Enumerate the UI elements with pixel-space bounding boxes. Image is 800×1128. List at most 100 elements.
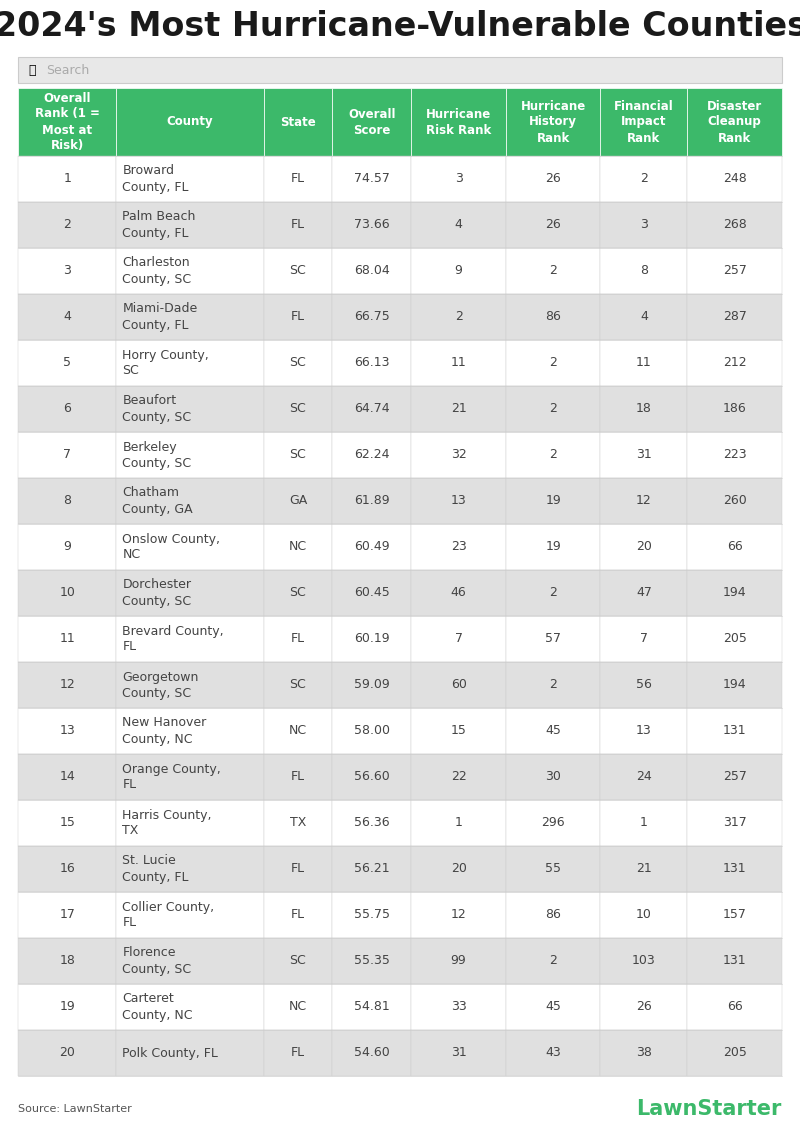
Text: 33: 33 (450, 1001, 466, 1013)
Text: 64.74: 64.74 (354, 403, 390, 415)
Bar (411, 248, 506, 294)
Bar (116, 616, 264, 662)
Text: 5: 5 (63, 356, 71, 370)
Bar (601, 432, 687, 478)
Text: 19: 19 (546, 540, 561, 554)
Text: 66.75: 66.75 (354, 310, 390, 324)
Text: 55: 55 (545, 863, 561, 875)
Bar (332, 846, 411, 892)
Text: 86: 86 (546, 908, 561, 922)
Bar (264, 616, 332, 662)
Text: 57: 57 (545, 633, 561, 645)
Bar (687, 1030, 782, 1076)
Text: 12: 12 (450, 908, 466, 922)
Bar (264, 708, 332, 754)
Bar (411, 984, 506, 1030)
Text: 2: 2 (550, 356, 557, 370)
Bar (264, 754, 332, 800)
Text: 15: 15 (450, 724, 466, 738)
Bar (18, 478, 116, 525)
Bar (506, 938, 601, 984)
Bar (332, 525, 411, 570)
Bar (332, 570, 411, 616)
Bar (116, 984, 264, 1030)
Text: 45: 45 (546, 1001, 561, 1013)
Bar (264, 892, 332, 938)
Text: 1: 1 (640, 817, 648, 829)
Text: 12: 12 (636, 494, 652, 508)
Text: 2: 2 (550, 403, 557, 415)
Bar (18, 432, 116, 478)
Text: 2: 2 (550, 587, 557, 599)
Bar (411, 294, 506, 340)
Text: Disaster
Cleanup
Rank: Disaster Cleanup Rank (707, 99, 762, 144)
Bar (116, 708, 264, 754)
Text: 68.04: 68.04 (354, 264, 390, 277)
Bar (18, 340, 116, 386)
Text: 32: 32 (450, 449, 466, 461)
Text: 56: 56 (636, 679, 652, 691)
Bar (687, 156, 782, 202)
Bar (687, 340, 782, 386)
Bar (601, 892, 687, 938)
Text: 2: 2 (640, 173, 648, 185)
Text: 1: 1 (454, 817, 462, 829)
Text: Polk County, FL: Polk County, FL (122, 1047, 218, 1059)
Text: 287: 287 (722, 310, 746, 324)
Bar (116, 202, 264, 248)
Text: 186: 186 (723, 403, 746, 415)
Bar (18, 616, 116, 662)
Text: Brevard County,
FL: Brevard County, FL (122, 625, 224, 653)
Bar (264, 525, 332, 570)
Text: 86: 86 (546, 310, 561, 324)
Text: 205: 205 (722, 633, 746, 645)
Bar (687, 708, 782, 754)
Bar (601, 662, 687, 708)
Bar (411, 156, 506, 202)
Bar (411, 938, 506, 984)
Text: 8: 8 (640, 264, 648, 277)
Bar (601, 340, 687, 386)
Text: Berkeley
County, SC: Berkeley County, SC (122, 441, 191, 469)
Text: 2: 2 (550, 264, 557, 277)
Bar (264, 432, 332, 478)
Bar (264, 156, 332, 202)
Text: 20: 20 (450, 863, 466, 875)
Text: 54.81: 54.81 (354, 1001, 390, 1013)
Bar (506, 340, 601, 386)
Text: FL: FL (291, 633, 305, 645)
Text: 13: 13 (450, 494, 466, 508)
Text: Horry County,
SC: Horry County, SC (122, 349, 209, 378)
Text: 2: 2 (550, 954, 557, 968)
Text: FL: FL (291, 310, 305, 324)
Bar (264, 386, 332, 432)
Bar (506, 386, 601, 432)
Text: 21: 21 (636, 863, 652, 875)
Bar (411, 432, 506, 478)
Bar (116, 340, 264, 386)
Bar (687, 478, 782, 525)
Bar (687, 525, 782, 570)
Text: 2: 2 (550, 449, 557, 461)
Bar (687, 892, 782, 938)
Bar (332, 708, 411, 754)
Bar (18, 570, 116, 616)
Text: SC: SC (290, 587, 306, 599)
Text: 23: 23 (450, 540, 466, 554)
Text: 43: 43 (546, 1047, 561, 1059)
Text: 7: 7 (454, 633, 462, 645)
Bar (332, 892, 411, 938)
Text: FL: FL (291, 1047, 305, 1059)
Bar (687, 88, 782, 156)
Bar (411, 662, 506, 708)
Bar (332, 754, 411, 800)
Text: SC: SC (290, 954, 306, 968)
Bar (411, 1030, 506, 1076)
Text: 7: 7 (63, 449, 71, 461)
Bar (264, 570, 332, 616)
Bar (411, 616, 506, 662)
Bar (506, 846, 601, 892)
Text: 47: 47 (636, 587, 652, 599)
Bar (332, 248, 411, 294)
Text: 26: 26 (546, 219, 561, 231)
